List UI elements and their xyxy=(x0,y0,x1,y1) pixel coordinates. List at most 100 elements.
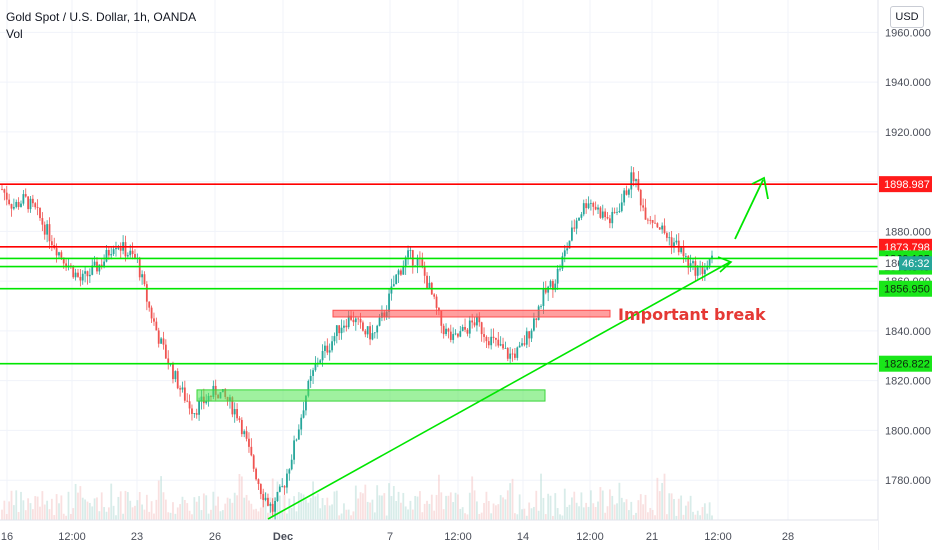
candle-body xyxy=(269,503,272,506)
candle-body xyxy=(193,413,196,414)
candle-body xyxy=(138,258,141,278)
volume-bar xyxy=(552,515,554,520)
volume-bar xyxy=(24,510,27,520)
candle-body xyxy=(706,265,709,270)
price-tag-bg xyxy=(879,280,932,297)
candle-body xyxy=(29,198,32,210)
volume-bar xyxy=(345,509,348,520)
candle-body xyxy=(264,497,267,500)
volume-bar xyxy=(96,497,98,520)
volume-bar xyxy=(597,501,599,520)
candle-body xyxy=(563,250,566,257)
volume-bar xyxy=(176,507,179,520)
candle-body xyxy=(39,207,41,219)
candle-body xyxy=(559,268,561,270)
candle-body xyxy=(492,336,495,338)
volume-bar xyxy=(321,498,324,520)
volume-bar xyxy=(27,498,30,520)
candle-body xyxy=(238,418,241,420)
resistance-zone[interactable] xyxy=(332,309,611,318)
candle-body xyxy=(613,211,616,213)
volume-bar xyxy=(214,505,217,520)
candle-body xyxy=(388,293,390,312)
candle-body xyxy=(314,364,317,371)
candle-body xyxy=(278,486,281,492)
volume-bar xyxy=(316,493,319,520)
candle-body xyxy=(644,207,647,220)
candle-body xyxy=(15,201,18,207)
horizontal-levels xyxy=(0,183,878,365)
candle-body xyxy=(696,267,699,276)
annotation-important-break[interactable]: Important break xyxy=(618,305,766,324)
candle-body xyxy=(17,201,20,207)
candle-body xyxy=(646,219,649,221)
x-tick-label: 12:00 xyxy=(58,531,86,543)
time-axis[interactable]: 16 12:00 23 26 Dec 7 12:00 14 12:00 21 12:00 28 xyxy=(0,519,878,550)
candle-body xyxy=(544,288,547,293)
breakout-arrow[interactable] xyxy=(734,179,764,240)
volume-bar xyxy=(701,507,704,520)
candle-body xyxy=(274,501,276,512)
candle-body xyxy=(119,247,122,251)
volume-bar xyxy=(397,491,400,520)
price-axis[interactable]: 1780.0001800.0001820.0001840.0001860.000… xyxy=(877,0,932,550)
volume-bar xyxy=(357,498,360,520)
symbol-title[interactable]: Gold Spot / U.S. Dollar, 1h, OANDA xyxy=(6,10,197,24)
x-tick-label: 26 xyxy=(209,531,221,543)
volume-bar xyxy=(119,491,122,520)
volume-bar xyxy=(563,488,566,520)
candle-body xyxy=(504,348,507,349)
volume-bar xyxy=(385,515,388,520)
volume-bar xyxy=(205,495,208,520)
candle-body xyxy=(502,344,504,349)
volume-bar xyxy=(198,496,200,520)
volume-bar xyxy=(150,501,153,520)
volume-bar xyxy=(428,503,431,520)
candle-body xyxy=(556,268,559,284)
volume-bar xyxy=(566,506,569,520)
volume-bar xyxy=(637,500,640,520)
candle-body xyxy=(333,336,336,342)
candle-body xyxy=(240,419,243,435)
volume-bar xyxy=(98,511,101,520)
currency-button[interactable]: USD xyxy=(890,6,924,28)
volume-bar xyxy=(430,494,433,520)
volume-bar xyxy=(153,513,155,520)
current-price-mask xyxy=(879,256,899,271)
candle-body xyxy=(62,257,65,264)
candle-body xyxy=(31,198,34,204)
volume-bar xyxy=(186,503,189,520)
candle-body xyxy=(627,189,630,195)
candle-body xyxy=(585,203,588,209)
volume-label[interactable]: Vol xyxy=(6,27,23,41)
volume-bar xyxy=(1,509,3,520)
volume-bar xyxy=(302,494,305,520)
trendline-drawing[interactable] xyxy=(267,176,769,520)
volume-bar xyxy=(627,510,630,520)
volume-bar xyxy=(5,514,8,520)
candle-body xyxy=(141,274,144,278)
volume-bar xyxy=(60,495,63,520)
volume-bar xyxy=(3,500,6,520)
volume-bar xyxy=(212,491,215,520)
volume-bar xyxy=(658,491,661,520)
candle-body xyxy=(599,207,602,218)
candle-body xyxy=(438,307,440,311)
volume-bar xyxy=(250,503,253,520)
price-zones xyxy=(196,309,611,402)
volume-bar xyxy=(91,506,94,520)
candle-body xyxy=(50,241,53,246)
volume-bar xyxy=(388,483,390,520)
candle-body xyxy=(661,225,664,230)
volume-bar xyxy=(378,495,381,520)
candle-body xyxy=(566,248,569,251)
candle-body xyxy=(1,189,3,190)
candle-body xyxy=(81,273,84,281)
ascending-trendline[interactable] xyxy=(267,261,731,520)
trendline-arrowhead xyxy=(717,256,733,273)
volume-bar xyxy=(312,481,314,520)
support-zone[interactable] xyxy=(196,389,546,402)
candle-body xyxy=(542,288,545,306)
candle-body xyxy=(22,194,25,204)
